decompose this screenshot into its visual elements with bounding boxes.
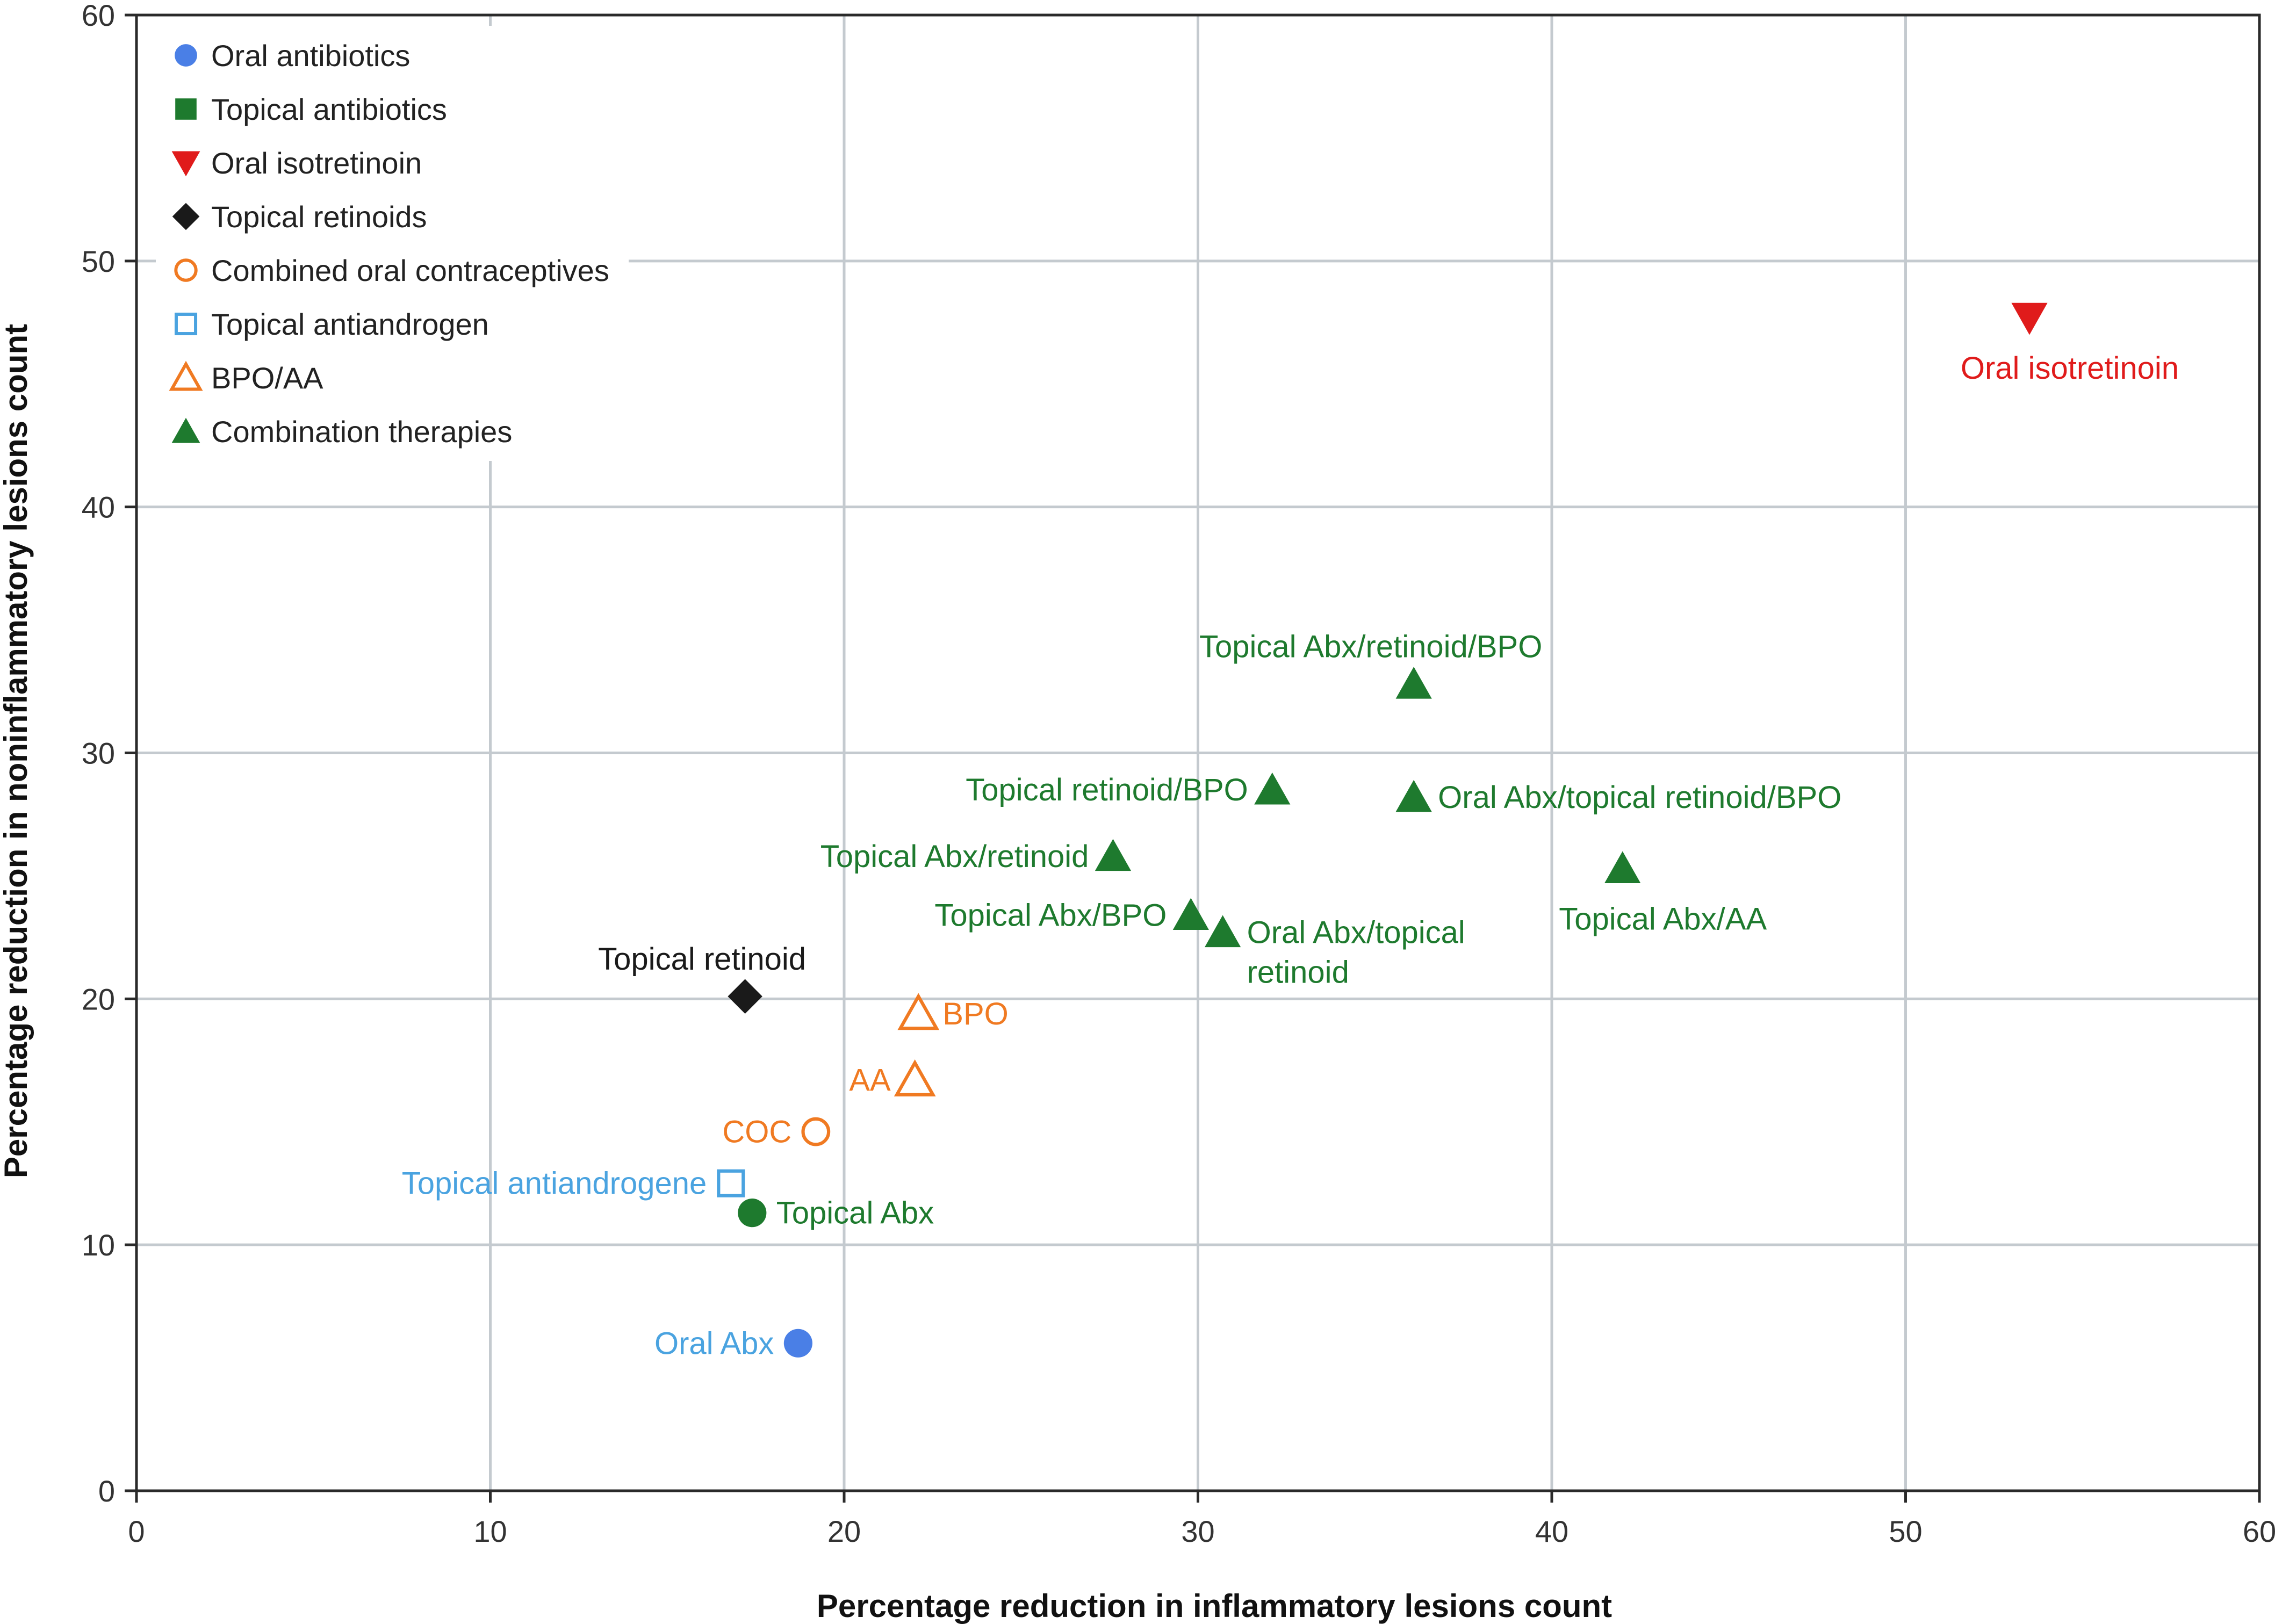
data-label: Topical retinoid/BPO	[966, 773, 1248, 807]
legend-marker	[174, 312, 198, 336]
legend-label: Oral antibiotics	[211, 39, 410, 73]
legend-marker	[169, 360, 203, 391]
data-points	[717, 302, 2048, 1358]
data-label-line: retinoid	[1247, 955, 1349, 990]
data-label: Topical Abx/retinoid	[820, 839, 1089, 874]
data-point	[1395, 667, 1432, 699]
legend: Oral antibiotics Topical antibiotics Oral …	[156, 26, 629, 461]
legend-label: Topical antibiotics	[211, 92, 447, 126]
data-label: Oral isotretinoin	[1961, 351, 2179, 386]
data-point	[801, 1117, 831, 1146]
x-tick-label: 20	[827, 1514, 861, 1548]
x-tick-label: 0	[128, 1514, 145, 1548]
legend-marker	[171, 151, 200, 177]
data-label: AA	[849, 1063, 891, 1098]
data-point	[1204, 915, 1241, 948]
y-tick-label: 50	[82, 244, 115, 278]
data-label: Topical Abx/retinoid/BPO	[1199, 629, 1542, 664]
plot-frame	[135, 13, 2261, 1492]
x-axis-title: Percentage reduction in inflammatory les…	[817, 1588, 1612, 1624]
data-label: Topical retinoid	[598, 942, 806, 977]
legend-label: Topical retinoids	[211, 200, 427, 234]
data-point	[1395, 779, 1432, 812]
legend-marker	[171, 417, 200, 443]
data-label: Topical Abx/AA	[1559, 902, 1767, 937]
legend-background	[156, 26, 629, 461]
y-tick-label: 40	[82, 490, 115, 524]
data-point	[1604, 851, 1641, 884]
legend-marker	[175, 44, 197, 67]
x-tick-label: 40	[1535, 1514, 1568, 1548]
y-tick-label: 60	[82, 0, 115, 32]
data-point	[897, 993, 940, 1030]
legend-label: Topical antiandrogen	[211, 307, 489, 341]
y-tick-label: 10	[82, 1228, 115, 1262]
legend-label: Combination therapies	[211, 415, 512, 449]
data-label: Oral Abx/topical retinoid/BPO	[1438, 780, 1841, 815]
data-point	[1095, 839, 1132, 871]
legend-marker	[175, 98, 197, 120]
y-tick-label: 20	[82, 982, 115, 1016]
data-point	[1254, 772, 1291, 805]
data-point	[783, 1329, 812, 1358]
y-tick-label: 0	[98, 1474, 115, 1508]
grid	[136, 15, 2259, 1491]
data-label: Topical Abx	[776, 1196, 934, 1231]
data-point	[2011, 302, 2048, 335]
data-point	[1172, 898, 1209, 930]
data-point	[894, 1059, 936, 1096]
x-tick-label: 50	[1889, 1514, 1922, 1548]
x-tick-label: 30	[1181, 1514, 1214, 1548]
data-label: Topical antiandrogene	[402, 1166, 707, 1201]
point-labels: Oral isotretinoin Topical Abx/retinoid/BP…	[402, 351, 2179, 1361]
y-tick-label: 30	[82, 737, 115, 770]
data-point	[717, 1169, 745, 1197]
data-label: Oral Abx	[654, 1326, 774, 1361]
data-point	[728, 979, 762, 1014]
data-label: Topical Abx/BPO	[934, 898, 1167, 933]
axes: 0 10 20 30 40 50 60 0 10 20 30 40 50 60	[82, 0, 2276, 1548]
legend-marker	[174, 258, 198, 282]
legend-marker	[172, 203, 200, 230]
data-label: Oral Abx/topical retinoid	[1247, 915, 1465, 990]
y-axis-title: Percentage reduction in noninflammatory …	[0, 324, 34, 1178]
legend-label: Combined oral contraceptives	[211, 254, 609, 287]
x-tick-label: 10	[473, 1514, 507, 1548]
x-tick-label: 60	[2243, 1514, 2276, 1548]
data-label: BPO	[942, 997, 1009, 1031]
data-point	[738, 1199, 767, 1228]
legend-label: BPO/AA	[211, 361, 323, 395]
legend-label: Oral isotretinoin	[211, 146, 422, 180]
data-label-line: Oral Abx/topical	[1247, 915, 1465, 950]
data-label: COC	[722, 1115, 791, 1150]
